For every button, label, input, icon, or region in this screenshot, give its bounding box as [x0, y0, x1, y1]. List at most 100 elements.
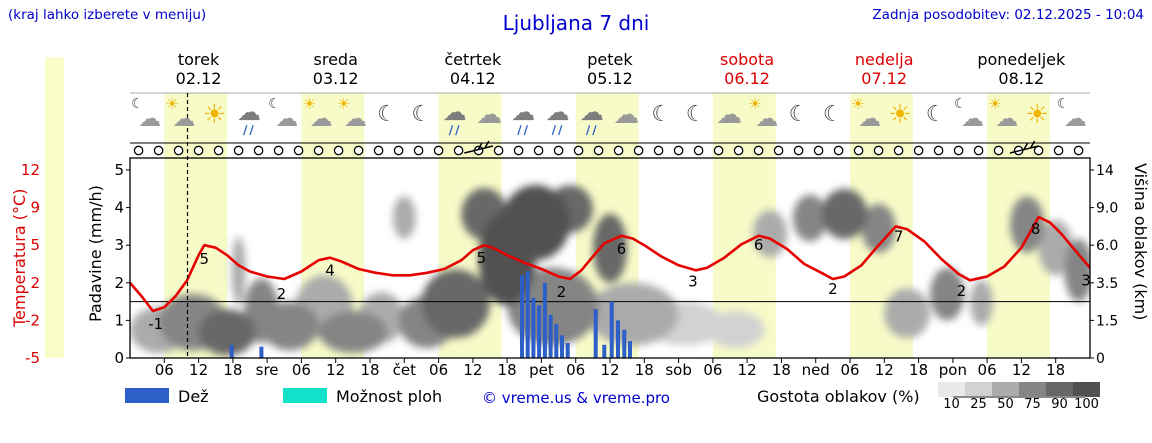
- x-tick-label: 18: [909, 361, 928, 379]
- wind-calm-icon: [973, 145, 984, 156]
- density-step: 50: [992, 382, 1019, 412]
- day-name: ponedeljek: [977, 50, 1066, 69]
- cloud-icon: ☁: [309, 106, 333, 132]
- x-tick-label: 18: [360, 361, 379, 379]
- density-step-swatch: [1046, 382, 1073, 397]
- wind-calm-icon: [893, 145, 904, 156]
- rain-bar: [537, 305, 542, 358]
- sun-icon: ☀: [888, 100, 912, 130]
- wind-calm-icon: [593, 145, 604, 156]
- cloud-icon: ☁: [1063, 106, 1087, 132]
- wind-calm-icon: [813, 145, 824, 156]
- day-header: torek 02.12: [130, 50, 267, 88]
- rain-bars: [229, 271, 632, 358]
- day-header: sobota 06.12: [679, 50, 816, 88]
- cloud-blob: [930, 267, 965, 321]
- temp-tick-label: 5: [30, 236, 40, 254]
- wind-calm-icon: [393, 145, 404, 156]
- wind-calm-icon: [453, 145, 464, 156]
- sun-icon: ☀: [165, 95, 179, 113]
- moon-icon: ☾: [822, 102, 843, 127]
- suncloud-weather-icon: ☀ ☁: [986, 96, 1022, 142]
- day-name: torek: [177, 50, 220, 69]
- cloud-icon: ☁: [343, 106, 367, 132]
- moon-weather-icon: ☾: [403, 96, 439, 142]
- moon-weather-icon: ☾: [643, 96, 679, 142]
- temp-value-label: 4: [325, 262, 335, 280]
- temp-value-label: 7: [894, 227, 904, 245]
- cloud-blob: [587, 282, 679, 346]
- temp-value-label: 5: [200, 250, 210, 268]
- credit-link[interactable]: © vreme.us & vreme.pro: [482, 389, 670, 407]
- day-header: četrtek 04.12: [404, 50, 541, 88]
- page-title: Ljubljana 7 dni: [502, 11, 650, 35]
- suncloud-weather-icon: ☀ ☁: [163, 96, 199, 142]
- mooncloud-weather-icon: ☾ ☁: [266, 96, 302, 142]
- wind-calm-icon: [833, 145, 844, 156]
- temp-value-label: 2: [828, 280, 838, 298]
- density-step-value: 25: [970, 397, 987, 412]
- day-header: petek 05.12: [541, 50, 678, 88]
- x-tick-label: 12: [1012, 361, 1031, 379]
- wind-calm-icon: [273, 145, 284, 156]
- sun-icon: ☀: [302, 95, 317, 113]
- x-tick-label: sre: [256, 361, 279, 379]
- cloud-blob: [507, 267, 599, 346]
- density-step: 100: [1073, 382, 1100, 412]
- temp-tick-label: -2: [25, 311, 40, 329]
- cloud-icon: ☁: [579, 98, 604, 126]
- cloud-icon: ☁: [545, 98, 570, 126]
- wind-barb-icon: [1009, 140, 1039, 154]
- day-date: 04.12: [449, 69, 496, 88]
- x-tick-label: pet: [529, 361, 554, 379]
- x-tick-label: 18: [1046, 361, 1065, 379]
- cloudheight-tick-label: 6.0: [1096, 238, 1118, 254]
- precip-tick-label: 3: [114, 236, 124, 254]
- rain-bar: [525, 271, 530, 358]
- x-tick-label: pon: [939, 361, 967, 379]
- temp-tick-label: 9: [30, 199, 40, 217]
- rain-bar: [520, 275, 524, 358]
- day-name: petek: [587, 50, 633, 69]
- x-tick-label: 12: [600, 361, 619, 379]
- mooncloud-weather-icon: ☾ ☁: [129, 96, 165, 142]
- left-color-strip: [45, 57, 64, 358]
- moon-icon: ☾: [411, 102, 432, 127]
- moon-weather-icon: ☾: [815, 96, 851, 142]
- moon-icon: ☾: [788, 102, 809, 127]
- density-step-value: 50: [997, 397, 1014, 412]
- x-tick-label: 06: [292, 361, 311, 379]
- wind-calm-icon: [353, 145, 364, 156]
- location-hint: (kraj lahko izberete v meniju): [8, 7, 207, 23]
- cloud-blob: [592, 213, 628, 283]
- density-step-swatch: [1019, 382, 1046, 397]
- moon-icon: ☾: [685, 102, 706, 127]
- density-step: 10: [938, 382, 965, 412]
- cloud-icon: ☁: [138, 106, 162, 132]
- temperature-curve: [130, 215, 1090, 313]
- wind-calm-icon: [553, 145, 564, 156]
- cloud-blob: [861, 203, 896, 253]
- cloud-blob: [752, 210, 788, 258]
- x-tick-label: 06: [155, 361, 174, 379]
- sun-weather-icon: ☀: [198, 96, 234, 142]
- sun-icon: ☀: [1025, 100, 1049, 130]
- rain-bar: [560, 335, 564, 358]
- day-header: ponedeljek 08.12: [953, 50, 1090, 88]
- precip-tick-label: 0: [114, 349, 124, 367]
- raindrops-icon: ∕∕: [448, 123, 462, 137]
- mooncloud-weather-icon: ☾ ☁: [1055, 96, 1091, 142]
- cloud-blob: [392, 196, 416, 239]
- raindrops-icon: ∕∕: [517, 123, 531, 137]
- rain-bar: [531, 297, 536, 358]
- density-step-swatch: [965, 382, 992, 397]
- rain-bar: [609, 301, 614, 358]
- cloud-blob: [884, 288, 930, 339]
- x-tick-label: 18: [635, 361, 654, 379]
- cloud-icon: ☁: [995, 106, 1019, 132]
- raindrops-icon: ∕∕: [243, 123, 256, 137]
- cloud-icon: ☁: [613, 100, 640, 130]
- cloud-icon: ☁: [961, 106, 984, 132]
- wind-calm-icon: [193, 145, 204, 156]
